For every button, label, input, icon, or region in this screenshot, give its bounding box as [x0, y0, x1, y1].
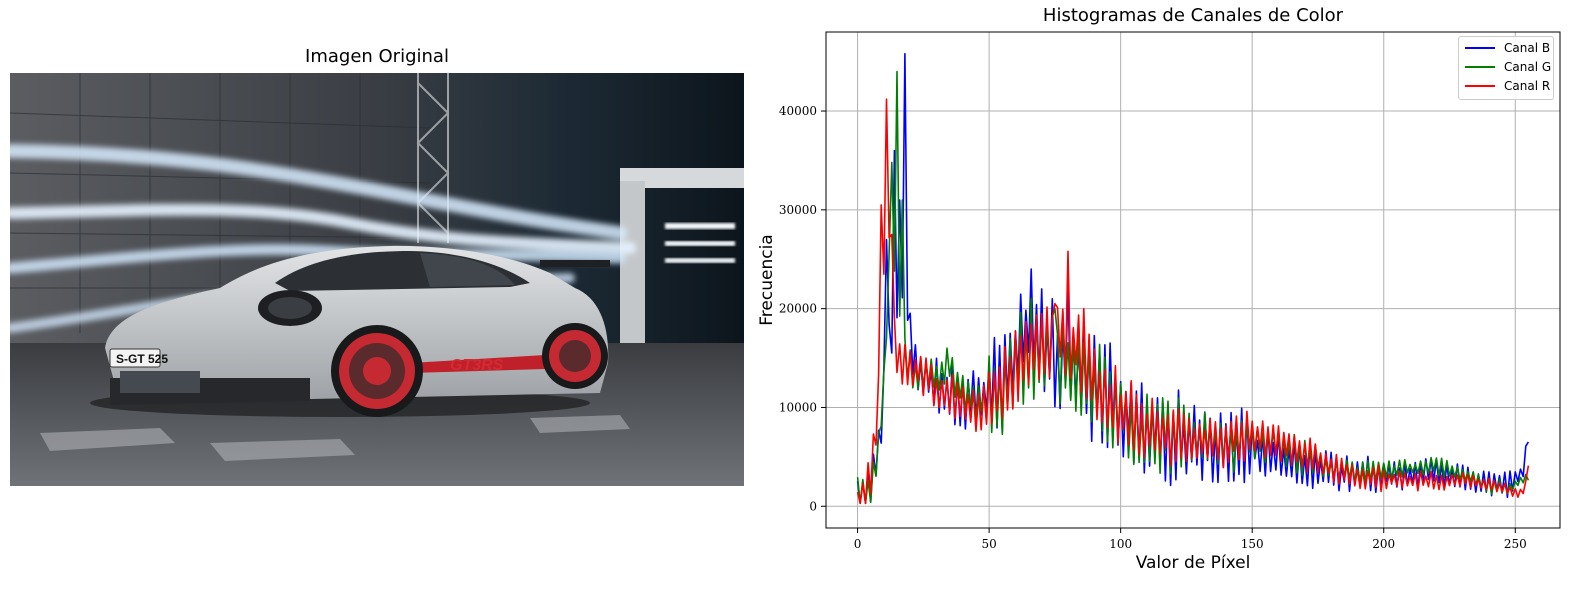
y-axis-label: Frecuencia	[757, 234, 777, 325]
legend-swatch-canal-r	[1465, 85, 1495, 87]
y-tick-label: 0	[809, 499, 817, 513]
x-tick-label: 250	[1504, 537, 1527, 551]
chart-title: Histogramas de Canales de Color	[1042, 5, 1344, 26]
y-tick-label: 10000	[779, 400, 817, 414]
y-tick-label: 40000	[779, 104, 817, 118]
legend-swatch-canal-g	[1465, 66, 1495, 68]
chart-legend: Canal B Canal G Canal R	[1458, 36, 1554, 100]
chart-grid	[826, 32, 1560, 528]
x-axis-label: Valor de Píxel	[1136, 553, 1251, 573]
legend-label-canal-r: Canal R	[1504, 79, 1551, 93]
legend-item-canal-b: Canal B	[1465, 39, 1550, 57]
x-tick-label: 150	[1241, 537, 1264, 551]
chart-series	[856, 52, 1530, 505]
plot-frame	[825, 31, 1561, 529]
y-tick-label: 20000	[779, 302, 817, 316]
series-line-canal-r	[856, 98, 1530, 505]
legend-item-canal-r: Canal R	[1465, 77, 1550, 95]
legend-label-canal-g: Canal G	[1504, 60, 1552, 74]
x-tick-label: 200	[1372, 537, 1395, 551]
image-title: Imagen Original	[305, 46, 449, 67]
x-tick-label: 0	[854, 537, 862, 551]
x-tick-label: 50	[981, 537, 996, 551]
legend-label-canal-b: Canal B	[1504, 41, 1551, 55]
legend-swatch-canal-b	[1465, 47, 1495, 49]
license-plate: S-GT 525	[116, 352, 168, 366]
legend-item-canal-g: Canal G	[1465, 58, 1551, 76]
original-image: S-GT 525 GT3RS	[10, 73, 744, 486]
x-tick-label: 100	[1109, 537, 1132, 551]
car-badge: GT3RS	[450, 357, 504, 374]
y-tick-label: 30000	[779, 203, 817, 217]
axis-ticks: 0 50 100 150 200 250 0 10000 20000 30000 40000	[779, 104, 1527, 551]
